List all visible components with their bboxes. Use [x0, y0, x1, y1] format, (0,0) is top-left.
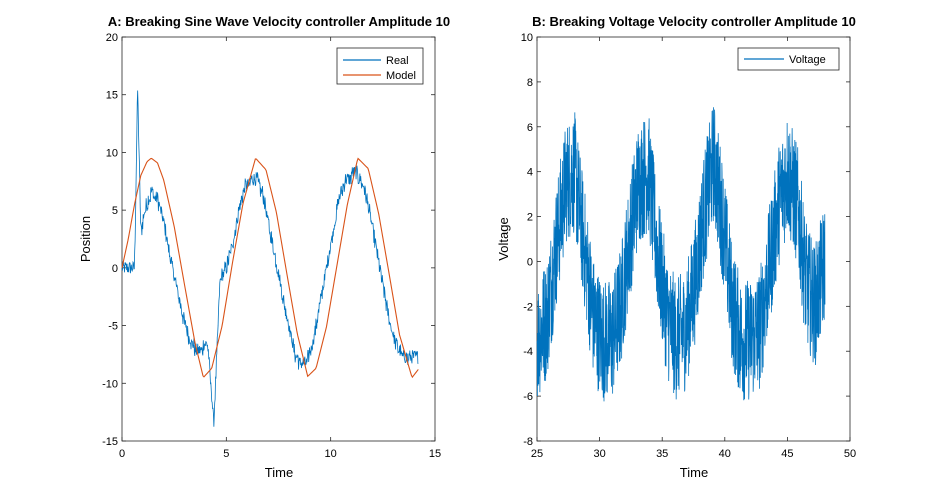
chart-b-ytick-label: 2 — [527, 212, 533, 224]
chart-a-ytick-label: -10 — [102, 378, 118, 390]
chart-b-xtick-label: 45 — [781, 448, 793, 460]
chart-b-ytick-label: -4 — [523, 346, 533, 358]
chart-a: A: Breaking Sine Wave Velocity controlle… — [78, 14, 450, 480]
chart-b-ylabel: Voltage — [496, 217, 511, 260]
chart-a-xtick-label: 10 — [325, 448, 337, 460]
chart-a-xtick-label: 5 — [223, 448, 229, 460]
chart-a-ytick-label: 5 — [112, 205, 118, 217]
chart-b-xlabel: Time — [680, 465, 708, 480]
chart-a-ytick-label: -5 — [108, 321, 118, 333]
chart-b-ytick-label: -6 — [523, 391, 533, 403]
series-line-model — [121, 157, 419, 379]
chart-a-axes — [121, 36, 436, 442]
chart-b: B: Breaking Voltage Velocity controller … — [496, 14, 856, 480]
chart-a-ylabel: Position — [78, 216, 93, 262]
chart-b-xtick-label: 30 — [593, 448, 605, 460]
chart-b-ytick-label: 4 — [527, 167, 533, 179]
legend-label-voltage: Voltage — [789, 54, 826, 66]
chart-b-xtick-label: 40 — [719, 448, 731, 460]
chart-b-ytick-label: 10 — [521, 32, 533, 44]
chart-b-xtick-label: 35 — [656, 448, 668, 460]
chart-b-lines — [536, 107, 826, 402]
series-line-voltage — [536, 107, 826, 402]
chart-b-ticks: 25 30 35 40 45 50 -8 -6 -4 -2 0 2 4 6 8 10 — [521, 32, 856, 460]
chart-a-lines — [121, 90, 419, 427]
chart-b-ytick-label: -2 — [523, 301, 533, 313]
chart-b-legend[interactable]: Voltage — [737, 47, 840, 71]
chart-b-axes — [536, 36, 851, 442]
legend-label-model: Model — [386, 70, 416, 82]
chart-a-ticks: 0 5 10 15 -15 -10 -5 0 5 10 15 20 — [102, 32, 441, 460]
chart-b-ytick-label: 6 — [527, 122, 533, 134]
chart-a-ytick-label: -15 — [102, 436, 118, 448]
chart-a-xtick-label: 0 — [119, 448, 125, 460]
chart-a-title: A: Breaking Sine Wave Velocity controlle… — [108, 14, 450, 29]
chart-b-xtick-label: 50 — [844, 448, 856, 460]
chart-a-ytick-label: 10 — [106, 147, 118, 159]
chart-b-legend-box — [737, 47, 840, 71]
chart-a-legend-box — [336, 47, 424, 85]
chart-a-xtick-label: 15 — [429, 448, 441, 460]
legend-label-real: Real — [386, 55, 409, 67]
chart-b-xtick-label: 25 — [531, 448, 543, 460]
chart-b-ytick-label: -8 — [523, 436, 533, 448]
chart-a-ytick-label: 15 — [106, 90, 118, 102]
chart-a-xlabel: Time — [265, 465, 293, 480]
series-line-real — [121, 90, 419, 427]
chart-b-ytick-label: 8 — [527, 77, 533, 89]
chart-b-title: B: Breaking Voltage Velocity controller … — [532, 14, 856, 29]
chart-a-legend[interactable]: Real Model — [336, 47, 424, 85]
chart-a-ytick-label: 20 — [106, 32, 118, 44]
chart-b-ytick-label: 0 — [527, 256, 533, 268]
chart-a-ytick-label: 0 — [112, 263, 118, 275]
